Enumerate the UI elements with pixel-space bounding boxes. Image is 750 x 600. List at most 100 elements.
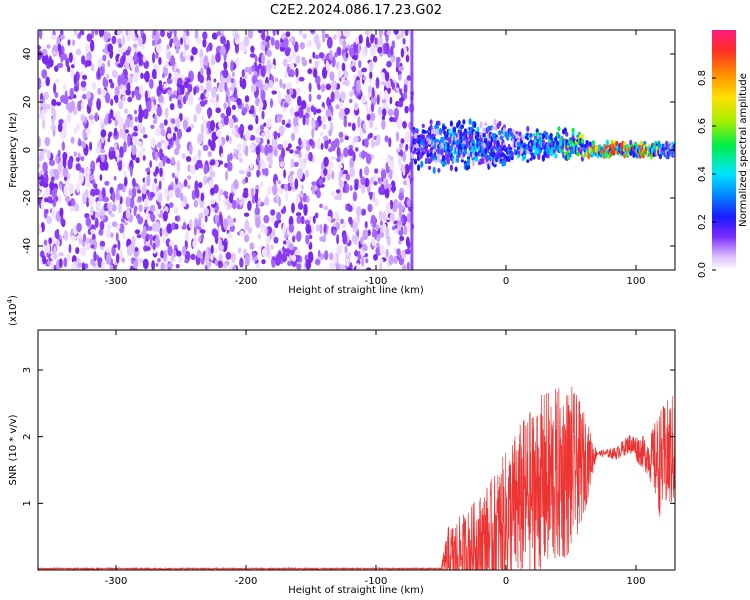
spectrogram-noise-cell: [119, 128, 124, 139]
spectrogram-noise-cell: [379, 231, 385, 238]
spectrogram-noise-cell: [310, 105, 315, 113]
spectrogram-signal-cell: [577, 131, 581, 136]
spectrogram-noise-cell: [158, 94, 164, 103]
spectrogram-noise-cell: [290, 132, 296, 142]
spectrogram-x-tick-label: -200: [235, 276, 258, 287]
spectrogram-noise-cell: [339, 108, 345, 120]
spectrogram-signal-cell: [557, 133, 561, 139]
spectrogram-signal-cell: [538, 132, 542, 136]
spectrogram-noise-cell: [387, 108, 394, 116]
spectrogram-noise-cell: [203, 90, 207, 95]
spectrogram-noise-cell: [390, 46, 394, 56]
spectrogram-noise-cell: [65, 195, 70, 203]
spectrogram-noise-cell: [269, 98, 274, 108]
spectrogram-signal-cell: [449, 120, 453, 127]
spectrogram-noise-cell: [179, 37, 184, 45]
spectrogram-noise-cell: [146, 100, 152, 113]
spectrogram-signal-cell: [476, 126, 480, 132]
spectrogram-noise-cell: [303, 203, 308, 216]
spectrogram-noise-cell: [265, 35, 271, 41]
spectrogram-noise-cell: [244, 254, 250, 267]
spectrogram-noise-cell: [101, 187, 106, 198]
spectrogram-noise-cell: [335, 104, 340, 110]
spectrogram-noise-cell: [227, 217, 234, 227]
spectrogram-noise-cell: [160, 128, 166, 137]
spectrogram-noise-cell: [250, 143, 254, 151]
spectrogram-noise-cell: [152, 248, 157, 254]
spectrogram-noise-cell: [323, 135, 329, 141]
spectrogram-noise-cell: [146, 174, 151, 187]
spectrogram-noise-cell: [295, 75, 300, 85]
spectrogram-noise-cell: [384, 188, 390, 199]
spectrogram-noise-cell: [382, 223, 387, 232]
snr-y-tick-label: 3: [22, 367, 33, 373]
spectrogram-signal-cell: [442, 155, 446, 159]
spectrogram-noise-cell: [133, 72, 139, 83]
spectrogram-noise-cell: [376, 94, 380, 105]
spectrogram-noise-cell: [114, 118, 118, 127]
spectrogram-noise-cell: [238, 127, 242, 135]
spectrogram-noise-cell: [182, 32, 187, 41]
spectrogram-noise-cell: [50, 124, 57, 131]
spectrogram-noise-cell: [80, 100, 85, 110]
spectrogram-signal-cell: [555, 140, 560, 147]
spectrogram-noise-cell: [272, 184, 278, 196]
spectrogram-noise-cell: [52, 109, 57, 120]
spectrogram-noise-cell: [58, 194, 62, 204]
spectrogram-y-tick-label: 0: [22, 147, 33, 153]
spectrogram-noise-cell: [271, 64, 276, 69]
spectrogram-noise-cell: [141, 147, 146, 153]
spectrogram-noise-cell: [296, 55, 301, 64]
spectrogram-noise-cell: [357, 115, 361, 128]
spectrogram-signal-cell: [459, 131, 463, 139]
spectrogram-signal-cell: [429, 158, 433, 163]
spectrogram-noise-cell: [180, 192, 184, 202]
spectrogram-noise-cell: [317, 137, 321, 149]
spectrogram-signal-cell: [521, 134, 525, 141]
spectrogram-noise-cell: [137, 122, 143, 131]
spectrogram-noise-cell: [54, 78, 60, 84]
spectrogram-noise-cell: [104, 161, 109, 171]
spectrogram-noise-cell: [82, 93, 87, 100]
spectrogram-signal-cell: [532, 133, 536, 137]
spectrogram-noise-cell: [38, 30, 43, 40]
spectrogram-noise-cell: [389, 96, 393, 105]
spectrogram-noise-cell: [60, 30, 64, 36]
spectrogram-noise-cell: [219, 214, 224, 227]
spectrogram-noise-cell: [297, 202, 304, 210]
spectrogram-noise-cell: [143, 198, 149, 208]
spectrogram-noise-cell: [273, 130, 278, 140]
spectrogram-noise-cell: [134, 116, 138, 123]
spectrogram-noise-cell: [319, 132, 324, 137]
spectrogram-noise-cell: [369, 61, 374, 71]
spectrogram-noise-cell: [94, 112, 99, 122]
spectrogram-noise-cell: [255, 136, 261, 144]
spectrogram-noise-cell: [203, 55, 209, 67]
spectrogram-noise-cell: [85, 60, 92, 67]
spectrogram-noise-cell: [132, 135, 138, 146]
spectrogram-noise-cell: [263, 122, 267, 127]
spectrogram-noise-cell: [381, 119, 386, 130]
spectrogram-noise-cell: [327, 98, 332, 104]
spectrogram-signal-cell: [415, 142, 419, 150]
spectrogram-noise-cell: [227, 96, 231, 109]
spectrogram-noise-cell: [253, 61, 257, 68]
spectrogram-noise-cell: [101, 122, 105, 131]
spectrogram-noise-cell: [220, 45, 226, 56]
spectrogram-signal-cell: [468, 118, 472, 125]
spectrogram-signal-cell: [456, 157, 460, 163]
spectrogram-noise-cell: [385, 35, 389, 43]
spectrogram-noise-cell: [312, 51, 316, 59]
spectrogram-noise-cell: [375, 77, 380, 89]
spectrogram-noise-cell: [296, 215, 302, 225]
spectrogram-noise-cell: [202, 144, 209, 151]
spectrogram-noise-cell: [367, 203, 373, 213]
spectrogram-noise-cell: [288, 243, 295, 251]
spectrogram-x-ticks: -300 -200 -100 0 100: [105, 30, 646, 287]
spectrogram-noise-cell: [206, 79, 212, 92]
spectrogram-noise-cell: [240, 131, 244, 139]
spectrogram-signal-cell: [549, 136, 553, 141]
spectrogram-noise-cell: [107, 202, 113, 210]
spectrogram-noise-cell: [342, 39, 347, 50]
spectrogram-noise-cell: [226, 200, 230, 206]
